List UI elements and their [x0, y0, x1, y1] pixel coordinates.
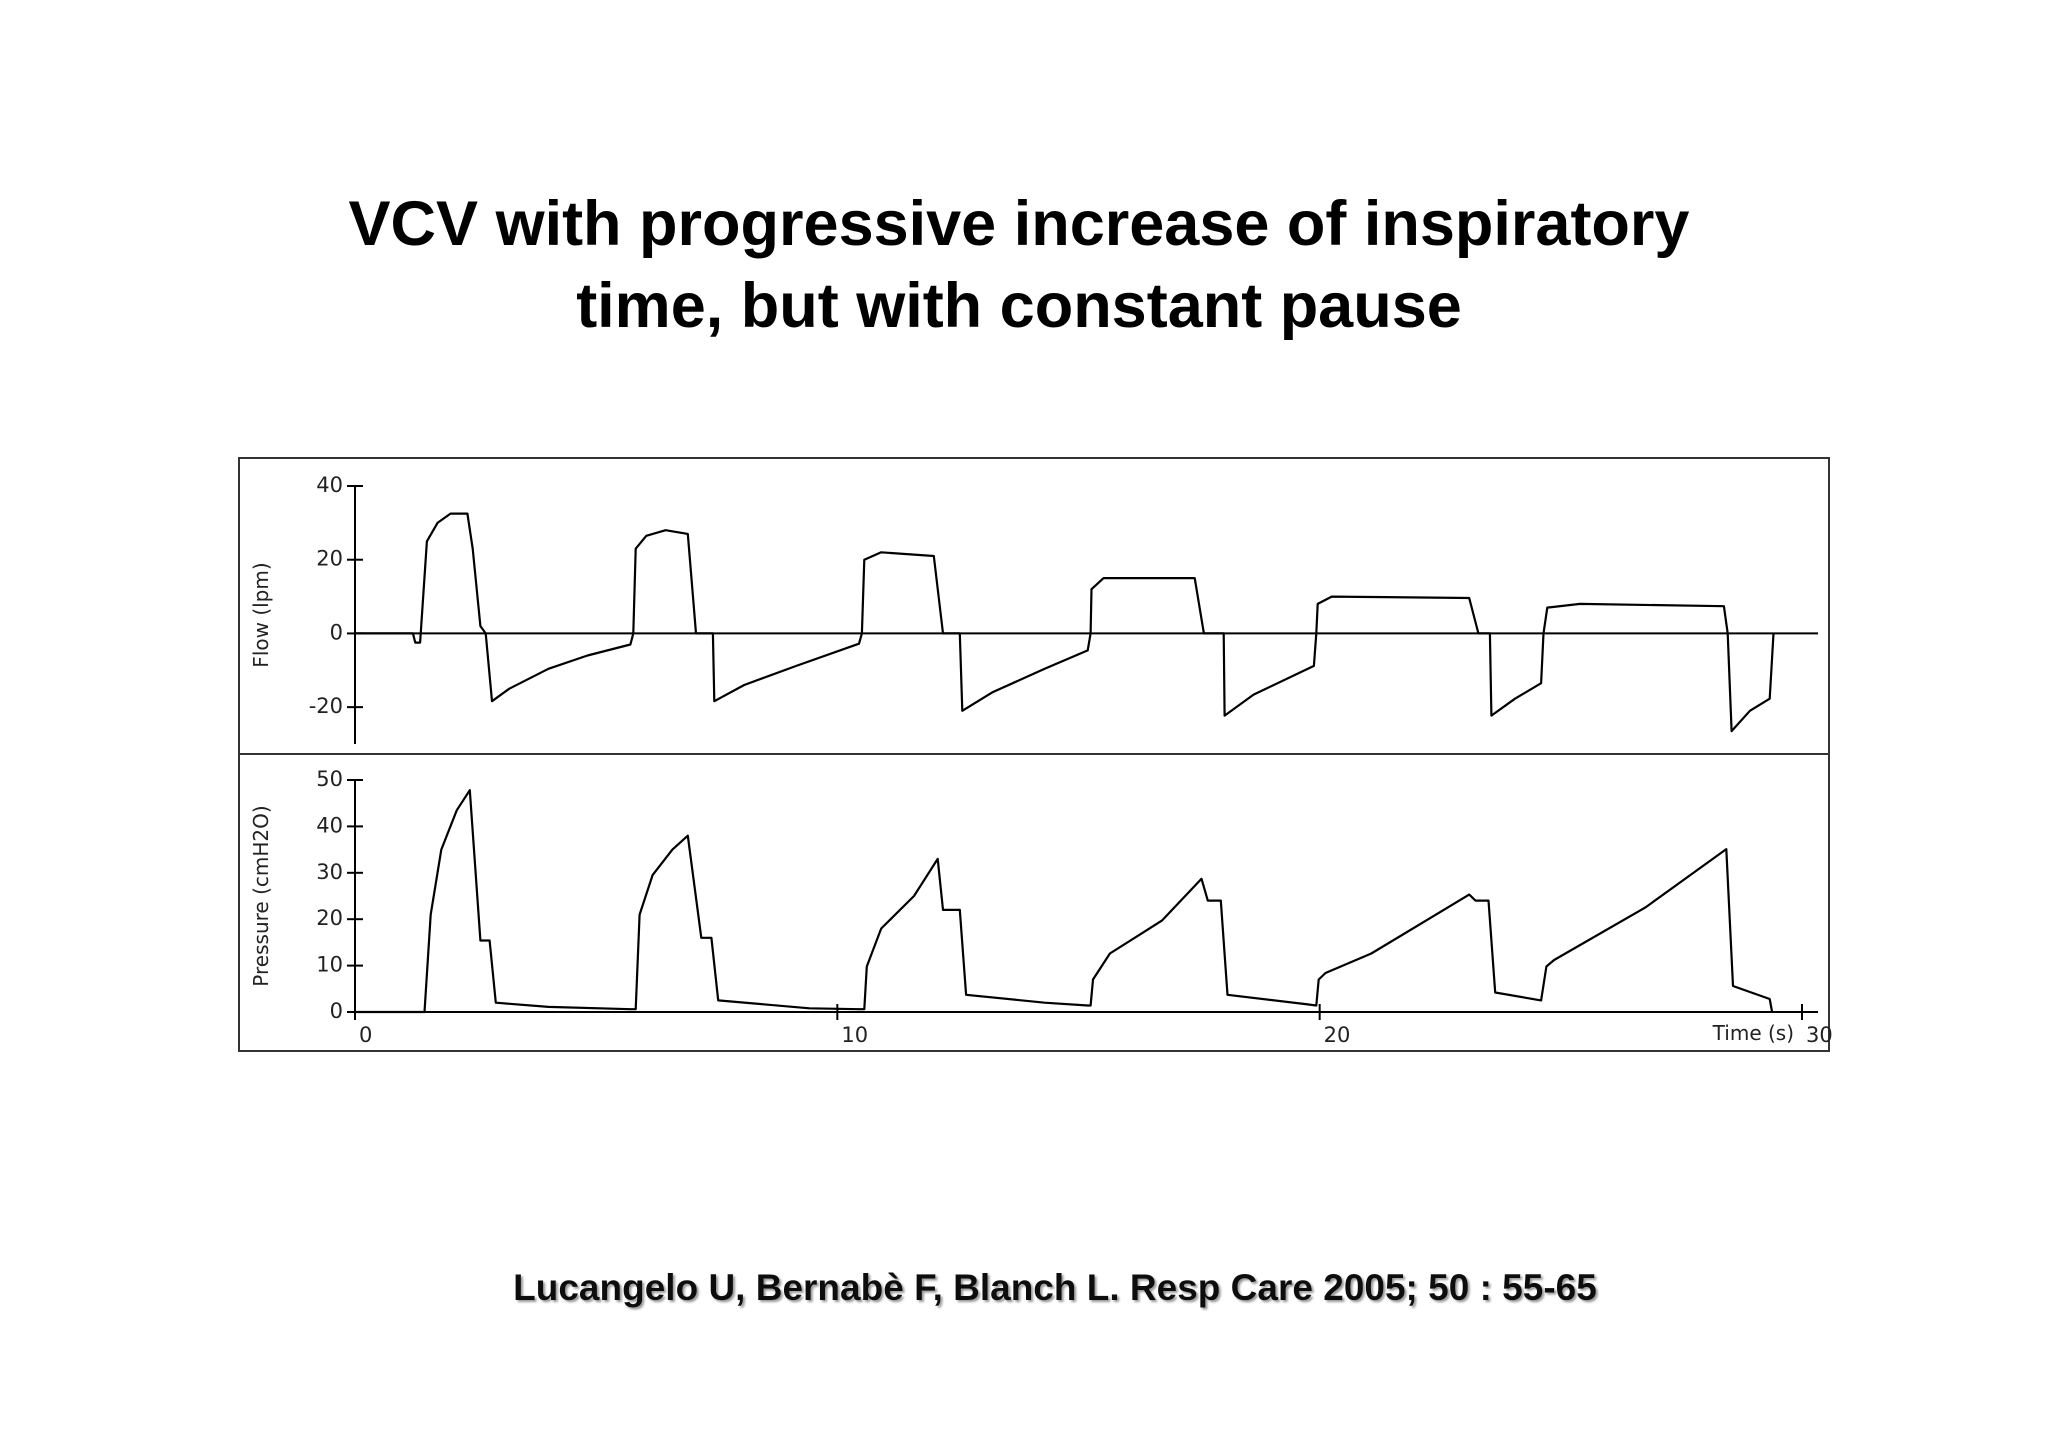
y-tick-label: 50 — [316, 767, 343, 791]
y-tick-label: 30 — [316, 860, 343, 884]
y-tick-label: -20 — [309, 694, 343, 718]
y-tick-label: 40 — [316, 473, 343, 497]
y-axis-label: Flow (lpm) — [249, 562, 273, 667]
y-tick-label: 40 — [316, 813, 343, 837]
y-tick-label: 0 — [330, 620, 343, 644]
x-tick-label: 20 — [1324, 1023, 1351, 1047]
x-axis-label: Time (s) — [1712, 1021, 1794, 1045]
x-tick-label: 0 — [359, 1023, 372, 1047]
citation: Lucangelo U, Bernabè F, Blanch L. Resp C… — [513, 1267, 1597, 1308]
y-tick-label: 0 — [330, 999, 343, 1023]
slide-title: time, but with constant pause — [576, 271, 1462, 341]
y-axis-label: Pressure (cmH2O) — [249, 805, 273, 986]
data-line — [355, 512, 1775, 733]
data-line — [355, 789, 1774, 1014]
y-tick-label: 20 — [316, 547, 343, 571]
y-tick-label: 10 — [316, 953, 343, 977]
y-tick-label: 20 — [316, 906, 343, 930]
x-tick-label: 30 — [1806, 1023, 1833, 1047]
x-tick-label: 10 — [841, 1023, 868, 1047]
slide-title: VCV with progressive increase of inspira… — [349, 189, 1690, 259]
